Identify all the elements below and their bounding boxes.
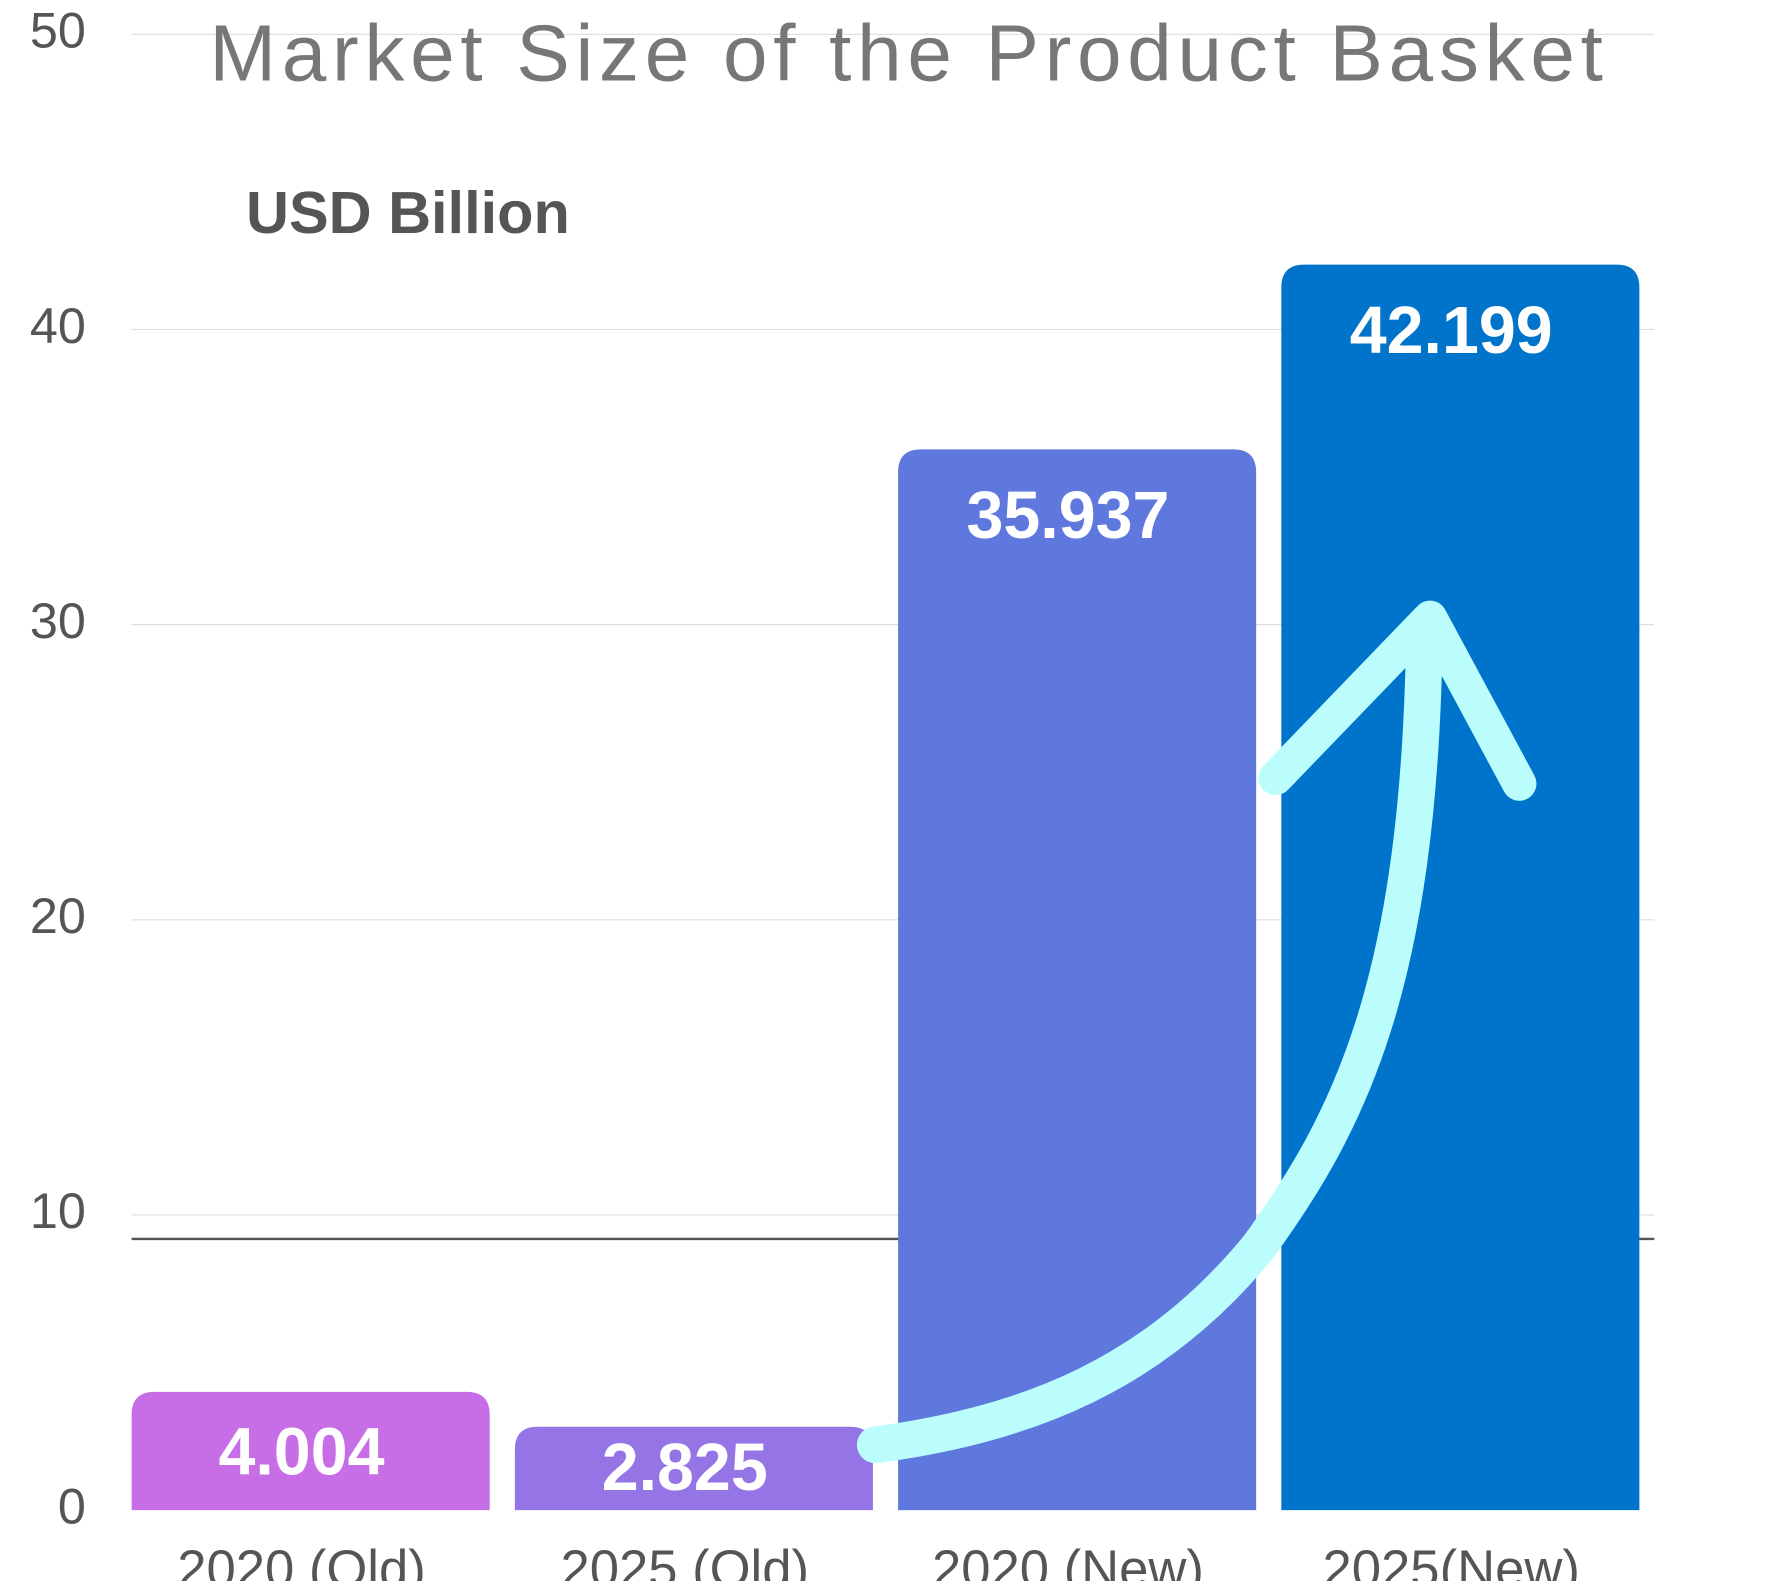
- x-tick-label: 2020 (Old): [177, 1540, 426, 1581]
- bar: [898, 449, 1257, 1511]
- bar: [131, 1391, 490, 1511]
- y-tick-label: 50: [30, 2, 86, 59]
- arrow-shaft: [856, 622, 1443, 1464]
- grid: 0 10 20 30 40 50: [30, 2, 1655, 1534]
- y-tick-label: 30: [30, 592, 86, 649]
- value-label: 4.004: [218, 1415, 384, 1489]
- x-tick-label: 2025(New): [1323, 1540, 1580, 1581]
- value-label: 2.825: [602, 1431, 768, 1505]
- bar: [514, 1426, 873, 1511]
- y-tick-label: 20: [30, 887, 86, 944]
- arrow-head: [1258, 600, 1537, 801]
- growth-arrow: [856, 600, 1537, 1464]
- y-tick-label: 0: [58, 1477, 86, 1534]
- value-label: 42.199: [1350, 294, 1553, 368]
- chart-title: Market Size of the Product Basket: [209, 9, 1608, 98]
- bars: 4.004 2020 (Old) 2.825 2025 (Old) 35.937 2020…: [131, 264, 1640, 1581]
- y-tick-label: 10: [30, 1182, 86, 1239]
- value-label: 35.937: [967, 479, 1170, 553]
- bar: [1281, 264, 1640, 1511]
- x-tick-label: 2020 (New): [932, 1540, 1204, 1581]
- y-tick-label: 40: [30, 297, 86, 354]
- x-tick-label: 2025 (Old): [560, 1540, 809, 1581]
- unit-label: USD Billion: [246, 179, 570, 246]
